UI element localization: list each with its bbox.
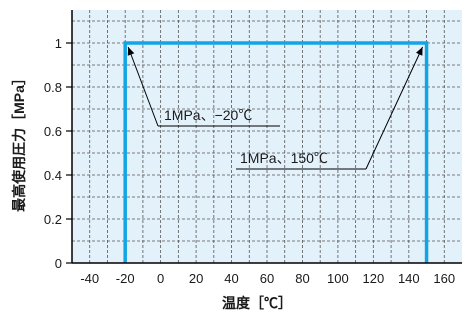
tick-labels: -40 -20 0 20 40 60 80 100 120 140 160 0 0.2 0.4 0.6 0.8…: [44, 36, 455, 286]
x-tick-label: -20: [116, 271, 135, 286]
x-tick-label: 160: [433, 271, 455, 286]
y-tick-label: 0.4: [44, 168, 62, 183]
annotation-leader: [127, 46, 159, 127]
annotation-label: 1MPa、−20℃: [164, 107, 252, 123]
series-layer: [123, 41, 429, 263]
x-tick-label: 40: [224, 271, 238, 286]
x-tick-label: 0: [157, 271, 164, 286]
x-tick-label: -40: [80, 271, 99, 286]
annotation-arrowhead: [416, 47, 423, 56]
x-tick-label: 120: [363, 271, 385, 286]
x-tick-label: 60: [260, 271, 274, 286]
annotation-label: 1MPa、150℃: [240, 150, 328, 166]
x-tick-label: 20: [189, 271, 203, 286]
annotation-leader: [365, 46, 423, 170]
axes: [66, 10, 462, 264]
series-line: [123, 41, 429, 263]
y-tick-label: 1: [55, 36, 62, 51]
annotations: 1MPa、−20℃ 1MPa、150℃: [127, 46, 423, 170]
x-tick-label: 140: [398, 271, 420, 286]
annotation-arrowhead: [127, 47, 135, 56]
x-tick-label: 100: [327, 271, 349, 286]
y-tick-label: 0.2: [44, 212, 62, 227]
x-tick-label: 80: [295, 271, 309, 286]
x-axis-label: 温度［℃］: [222, 295, 292, 311]
y-tick-label: 0: [55, 256, 62, 271]
y-axis-label: 最高使用圧力［MPa］: [11, 71, 27, 212]
y-tick-label: 0.8: [44, 80, 62, 95]
y-tick-label: 0.6: [44, 124, 62, 139]
